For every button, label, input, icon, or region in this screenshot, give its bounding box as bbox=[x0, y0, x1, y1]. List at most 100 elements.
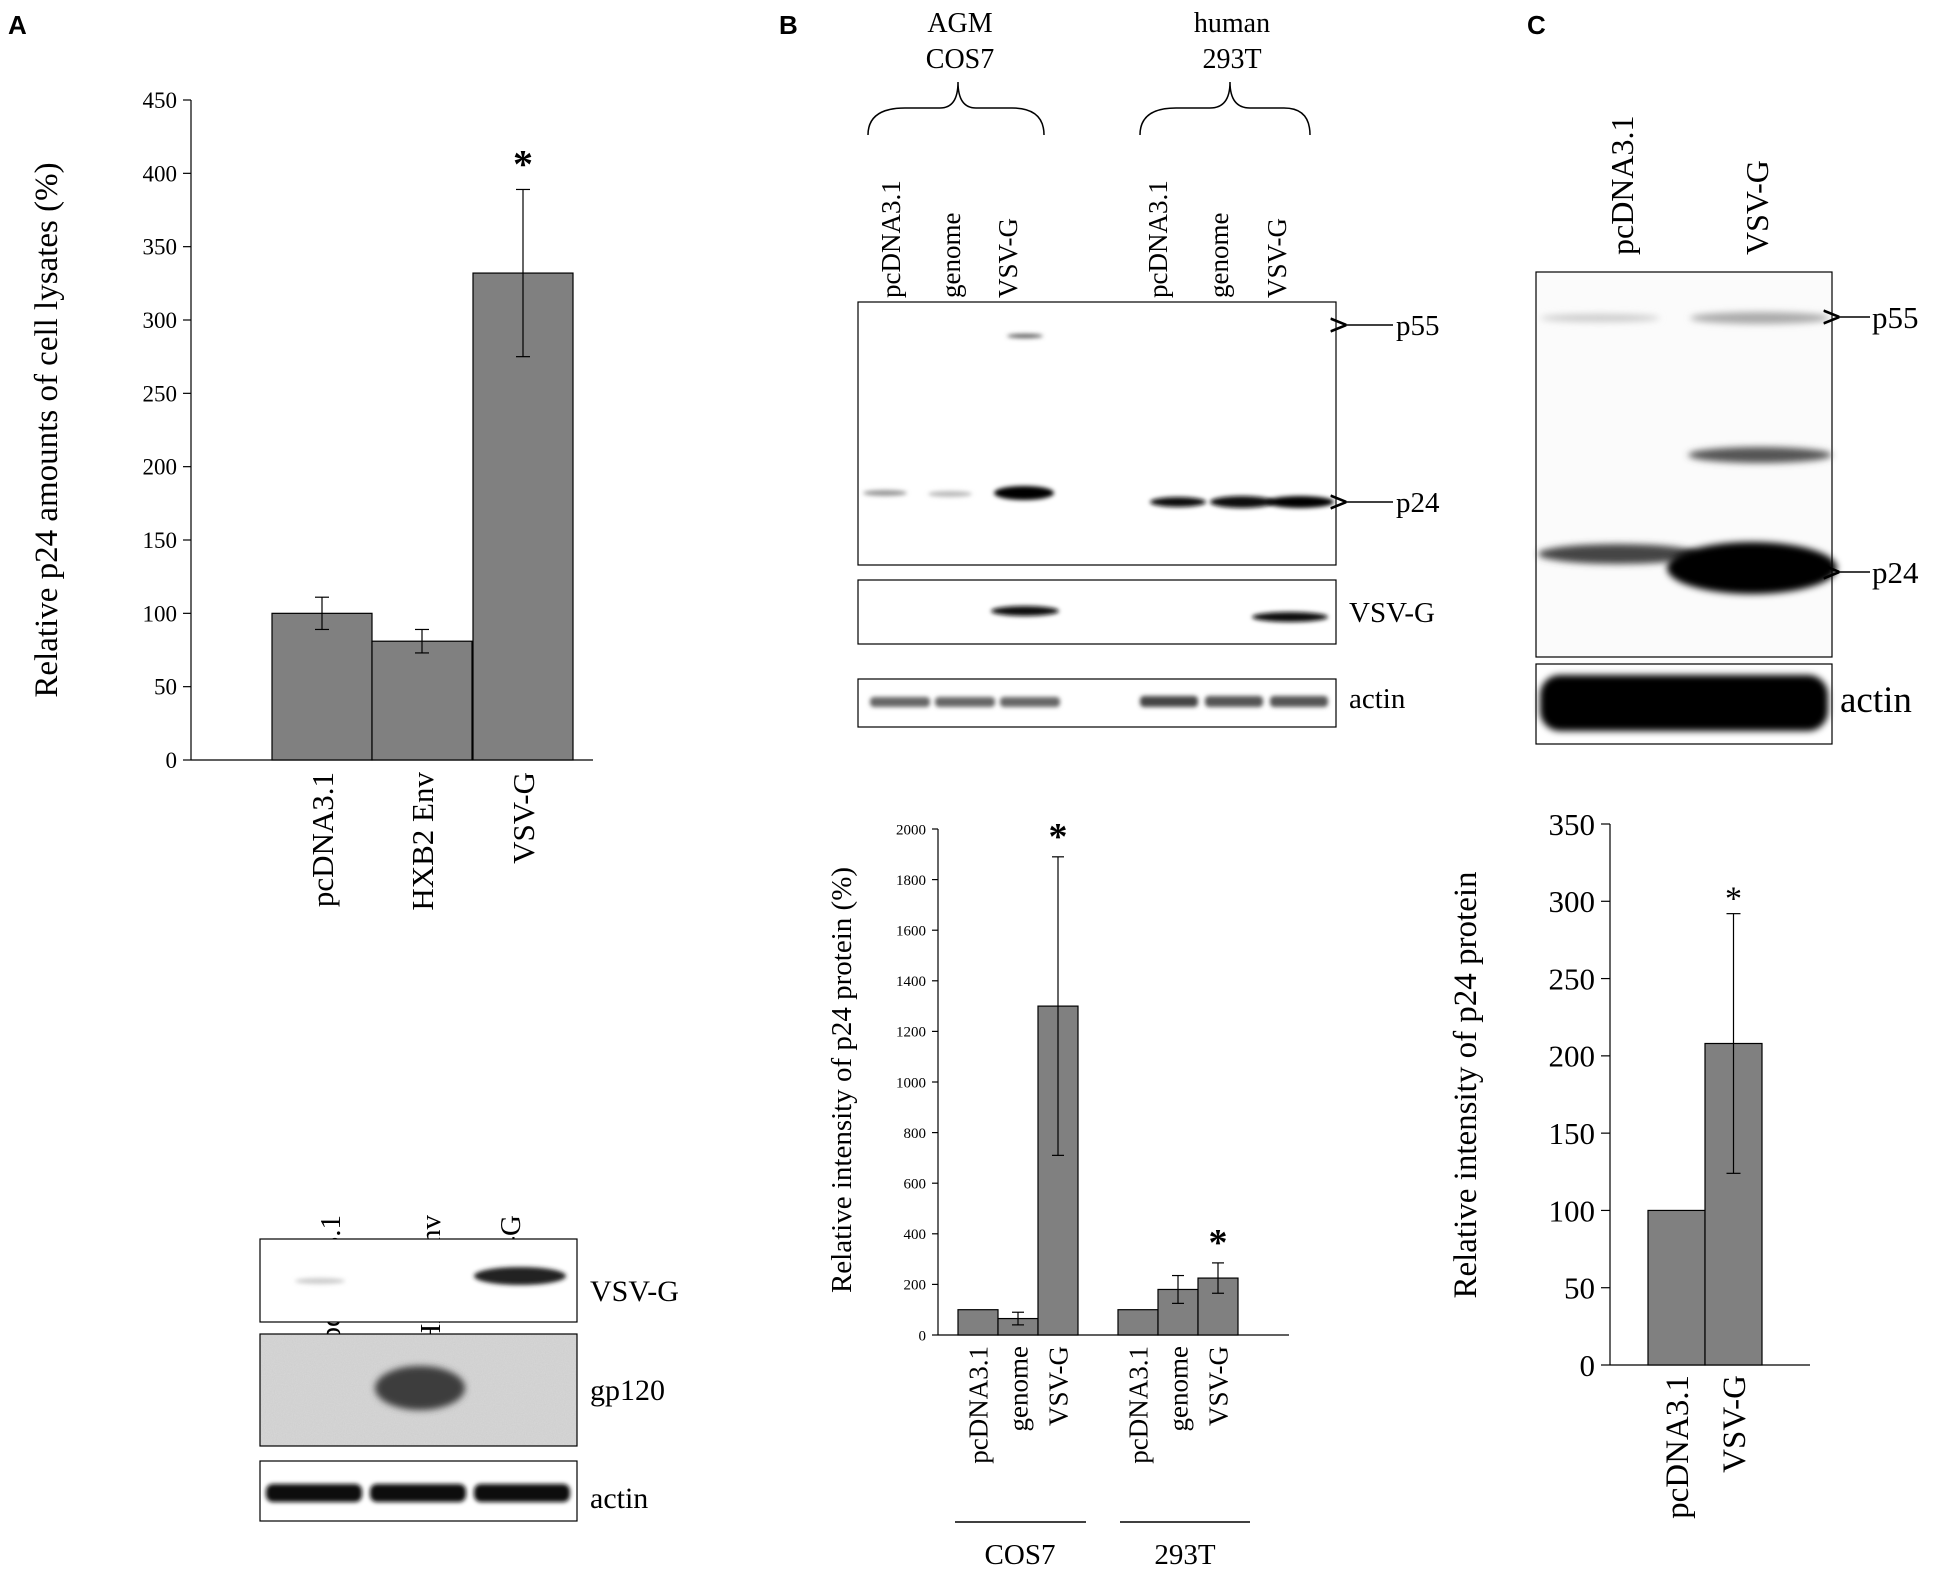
blot-b-actin-3 bbox=[1000, 697, 1060, 707]
blot-a-band-gp120 bbox=[375, 1366, 465, 1410]
blot-a-band-faint bbox=[295, 1278, 345, 1284]
blot-c-band-actin bbox=[1540, 675, 1828, 731]
blot-a-band-actin-3 bbox=[474, 1484, 570, 1502]
blot-c-band-p55-2 bbox=[1690, 312, 1830, 324]
chart-c-ytick-label: 50 bbox=[1564, 1271, 1595, 1306]
chart-c-ytick-label: 200 bbox=[1549, 1039, 1596, 1074]
chart-c-ylabel: Relative intensity of p24 protein bbox=[1448, 871, 1484, 1298]
blot-b-lane-6: VSV-G bbox=[1262, 218, 1292, 298]
chart-c-ytick-label: 100 bbox=[1549, 1193, 1596, 1228]
chart-a-ytick-label: 350 bbox=[143, 235, 178, 260]
chart-b-ytick-label: 2000 bbox=[896, 822, 926, 838]
chart-b-significance-star: * bbox=[1049, 816, 1068, 858]
chart-c-ytick-label: 300 bbox=[1549, 884, 1596, 919]
blot-b-band-p24-4 bbox=[1150, 497, 1206, 507]
blot-c-band-mid bbox=[1688, 447, 1832, 463]
blot-b-band-p24-5 bbox=[1210, 496, 1274, 508]
chart-c-category-label: VSV-G bbox=[1717, 1375, 1753, 1473]
chart-c-ytick-label: 0 bbox=[1580, 1348, 1596, 1383]
blot-b-lane-3: VSV-G bbox=[993, 218, 1023, 298]
chart-c-ytick-label: 250 bbox=[1549, 961, 1596, 996]
chart-b-ytick-label: 400 bbox=[904, 1227, 927, 1243]
panel-letter-a: A bbox=[8, 10, 27, 40]
chart-c-category-label: pcDNA3.1 bbox=[1660, 1375, 1696, 1519]
chart-c: 0 50 100 150 200 250 300 350 Relative intensity … bbox=[1448, 807, 1810, 1519]
chart-b-ylabel: Relative intensity of p24 protein (%) bbox=[826, 867, 858, 1293]
blot-b-actin-6 bbox=[1270, 696, 1328, 707]
chart-b-group-label: COS7 bbox=[985, 1539, 1056, 1571]
chart-b-ytick-label: 1600 bbox=[896, 923, 926, 939]
chart-b-group-label: 293T bbox=[1154, 1539, 1216, 1571]
panel-letter-b: B bbox=[779, 10, 798, 40]
chart-b: 0 200 400 600 800 1000 1200 1400 1600 1800 2000 Rel… bbox=[826, 816, 1289, 1571]
chart-a-ytick-label: 400 bbox=[143, 161, 178, 186]
blot-b-band-vsvg-3 bbox=[991, 606, 1059, 616]
blot-a-band-vsvg bbox=[474, 1267, 566, 1285]
blot-b-band-vsvg-6 bbox=[1252, 612, 1328, 622]
chart-b-category-label: genome bbox=[1003, 1346, 1033, 1431]
label-p24-c: p24 bbox=[1872, 555, 1919, 590]
blot-a-band-actin-2 bbox=[370, 1484, 466, 1502]
chart-a-ytick-label: 300 bbox=[143, 308, 178, 333]
blot-b-vsvg-frame bbox=[857, 579, 1337, 645]
blot-c: pcDNA3.1 VSV-G p55 p24 actin bbox=[1535, 115, 1919, 745]
group-brace-cos7 bbox=[867, 81, 1045, 136]
chart-a-ytick-label: 150 bbox=[143, 528, 178, 553]
blot-b: AGM COS7 human 293T pcDNA3.1 genome VSV-… bbox=[857, 8, 1440, 728]
chart-a-ylabel: Relative p24 amounts of cell lysates (%) bbox=[29, 162, 65, 697]
blot-a-row-actin-label: actin bbox=[590, 1482, 648, 1515]
chart-c-ytick-label: 350 bbox=[1549, 807, 1596, 842]
chart-b-ytick-label: 1800 bbox=[896, 873, 926, 889]
chart-a-ytick-label: 200 bbox=[143, 455, 178, 480]
group-title-agm: AGM bbox=[927, 8, 992, 39]
blot-b-band-p24-3 bbox=[994, 486, 1054, 500]
chart-b-ytick-label: 1200 bbox=[896, 1025, 926, 1041]
blot-b-band-p24-1 bbox=[863, 490, 907, 496]
chart-a-ytick-label: 250 bbox=[143, 381, 178, 406]
blot-c-band-p24-1 bbox=[1538, 544, 1698, 564]
blot-b-lane-4: pcDNA3.1 bbox=[1143, 180, 1173, 298]
chart-b-ytick-label: 0 bbox=[919, 1328, 927, 1344]
blot-a-gp120-frame bbox=[259, 1333, 578, 1447]
group-title-cos7: COS7 bbox=[926, 44, 994, 75]
blot-b-main-frame bbox=[857, 301, 1337, 566]
blot-a-row-vsvg-label: VSV-G bbox=[590, 1275, 679, 1308]
blot-b-lane-5: genome bbox=[1204, 213, 1234, 298]
chart-a-ytick-label: 450 bbox=[143, 88, 178, 113]
label-p24-b: p24 bbox=[1396, 487, 1440, 519]
chart-b-category-label: pcDNA3.1 bbox=[1123, 1346, 1153, 1464]
blot-b-actin-2 bbox=[935, 697, 995, 707]
blot-b-actin-1 bbox=[870, 697, 930, 707]
chart-b-ytick-label: 800 bbox=[904, 1126, 927, 1142]
blot-c-lane-pcdna: pcDNA3.1 bbox=[1604, 115, 1640, 255]
blot-c-row-actin-label: actin bbox=[1840, 680, 1912, 721]
blot-b-band-p55-3 bbox=[1007, 334, 1043, 338]
group-title-human: human bbox=[1194, 8, 1270, 39]
chart-b-category-label: VSV-G bbox=[1203, 1346, 1233, 1426]
chart-c-ytick-label: 150 bbox=[1549, 1116, 1596, 1151]
blot-b-row-vsvg-label: VSV-G bbox=[1349, 597, 1435, 629]
blot-b-actin-4 bbox=[1140, 696, 1198, 707]
label-p55-c: p55 bbox=[1872, 300, 1919, 335]
chart-a-bar bbox=[371, 640, 473, 761]
panel-letter-c: C bbox=[1527, 10, 1546, 40]
chart-a: 0 50 100 150 200 250 300 350 400 450 Relative p24 … bbox=[29, 88, 593, 911]
blot-b-band-p24-6 bbox=[1266, 496, 1334, 508]
chart-a-significance-star: * bbox=[513, 141, 533, 186]
chart-b-ytick-label: 200 bbox=[904, 1278, 927, 1294]
blot-c-band-p24-2 bbox=[1667, 542, 1837, 594]
chart-a-ytick-label: 50 bbox=[154, 675, 177, 700]
group-brace-293t bbox=[1139, 81, 1311, 136]
group-title-293t: 293T bbox=[1202, 44, 1261, 75]
label-p55-b: p55 bbox=[1396, 310, 1440, 342]
chart-b-significance-star: * bbox=[1209, 1222, 1228, 1264]
chart-b-ytick-label: 1400 bbox=[896, 974, 926, 990]
chart-b-ytick-label: 1000 bbox=[896, 1075, 926, 1091]
blot-b-lane-1: pcDNA3.1 bbox=[876, 180, 906, 298]
chart-b-category-label: pcDNA3.1 bbox=[963, 1346, 993, 1464]
blot-a-row-gp120-label: gp120 bbox=[590, 1374, 665, 1407]
chart-b-ytick-label: 600 bbox=[904, 1176, 927, 1192]
chart-a-ytick-label: 0 bbox=[166, 748, 178, 773]
